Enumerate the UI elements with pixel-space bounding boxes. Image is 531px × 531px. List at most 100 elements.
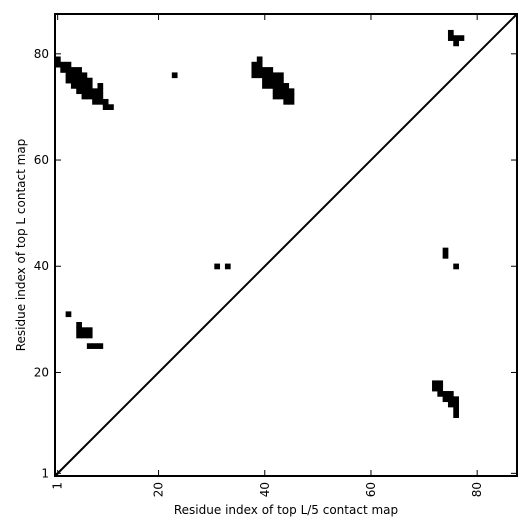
contact-cell: [437, 391, 444, 397]
contact-cell: [86, 83, 93, 89]
diagonal-line: [54, 13, 518, 477]
contact-cell: [86, 332, 93, 339]
contact-cell: [81, 327, 88, 334]
y-tick-label: 40: [34, 259, 49, 273]
contact-cell: [86, 343, 93, 349]
contact-cell: [102, 104, 109, 110]
x-tick-label: 40: [258, 482, 272, 497]
contact-cell: [65, 61, 72, 68]
contact-cell: [65, 311, 72, 318]
contact-cell: [272, 88, 279, 95]
contact-cell: [97, 98, 104, 105]
y-axis-ticks: 1 20 40 60 80: [34, 47, 517, 480]
contact-cell: [55, 61, 61, 68]
contact-cell: [442, 252, 449, 259]
contact-cell: [97, 88, 104, 95]
contact-cell: [432, 385, 438, 392]
contact-cell: [447, 391, 454, 397]
contact-cell: [256, 61, 263, 68]
contact-cell: [76, 67, 82, 73]
contact-cell: [442, 396, 449, 403]
contact-cell: [70, 67, 77, 73]
contact-cell: [432, 380, 438, 387]
y-tick-label: 80: [34, 47, 49, 61]
contact-cell: [65, 77, 72, 84]
contact-cell: [81, 88, 88, 95]
contact-cell: [76, 322, 82, 328]
contact-cell: [272, 83, 279, 89]
contact-cell: [65, 67, 72, 73]
contact-cell: [256, 72, 263, 79]
contact-cell: [76, 332, 82, 339]
contact-cell: [262, 72, 268, 79]
contact-cell: [283, 83, 290, 89]
contact-cell: [92, 343, 98, 349]
contact-cell: [447, 401, 454, 408]
contact-cell: [453, 406, 459, 413]
contact-cell: [267, 83, 274, 89]
contact-cell: [278, 72, 284, 79]
contact-cell: [278, 77, 284, 84]
contact-cell: [447, 35, 454, 41]
contact-cells: [55, 29, 465, 418]
contact-cell: [92, 98, 98, 105]
contact-cell: [76, 83, 82, 89]
contact-cell: [272, 77, 279, 84]
contact-cell: [453, 412, 459, 418]
x-tick-label: 80: [470, 482, 484, 497]
contact-cell: [453, 35, 459, 41]
contact-cell: [65, 72, 72, 79]
contact-cell: [70, 77, 77, 84]
contact-cell: [97, 83, 104, 89]
y-tick-label: 1: [41, 466, 49, 480]
contact-cell: [86, 93, 93, 100]
contact-cell: [60, 61, 67, 68]
contact-cell: [224, 263, 231, 270]
contact-cell: [283, 93, 290, 100]
contact-cell: [262, 83, 268, 89]
x-axis-label: Residue index of top L/5 contact map: [174, 503, 398, 517]
contact-cell: [70, 72, 77, 79]
contact-cell: [81, 83, 88, 89]
contact-cell: [86, 88, 93, 95]
contact-cell: [76, 88, 82, 95]
plot-frame: [54, 13, 518, 477]
contact-cell: [97, 93, 104, 100]
contact-cell: [278, 88, 284, 95]
contact-cell: [86, 327, 93, 334]
contact-cell: [60, 67, 67, 73]
contact-cell: [442, 247, 449, 254]
contact-cell: [76, 72, 82, 79]
contact-cell: [92, 88, 98, 95]
contact-cell: [453, 396, 459, 403]
x-tick-label: 1: [51, 482, 65, 490]
y-tick-label: 20: [34, 365, 49, 379]
contact-cell: [97, 343, 104, 349]
contact-cell: [76, 77, 82, 84]
contact-cell: [288, 98, 295, 105]
contact-cell: [453, 263, 459, 270]
contact-cell: [76, 327, 82, 334]
contact-cell: [283, 98, 290, 105]
contact-cell: [86, 77, 93, 84]
contact-cell: [251, 67, 258, 73]
contact-cell: [256, 56, 263, 63]
y-tick-label: 60: [34, 153, 49, 167]
contact-cell: [251, 61, 258, 68]
contact-cell: [70, 83, 77, 89]
contact-cell: [262, 67, 268, 73]
x-tick-label: 60: [364, 482, 378, 497]
contact-cell: [453, 40, 459, 47]
contact-cell: [278, 93, 284, 100]
contact-cell: [108, 104, 114, 110]
contact-cell: [267, 77, 274, 84]
contact-cell: [251, 72, 258, 79]
contact-cell: [81, 72, 88, 79]
contact-cell: [283, 88, 290, 95]
contact-cell: [55, 56, 61, 63]
contact-cell: [288, 88, 295, 95]
contact-cell: [458, 35, 465, 41]
x-tick-label: 20: [152, 482, 166, 497]
contact-cell: [278, 83, 284, 89]
